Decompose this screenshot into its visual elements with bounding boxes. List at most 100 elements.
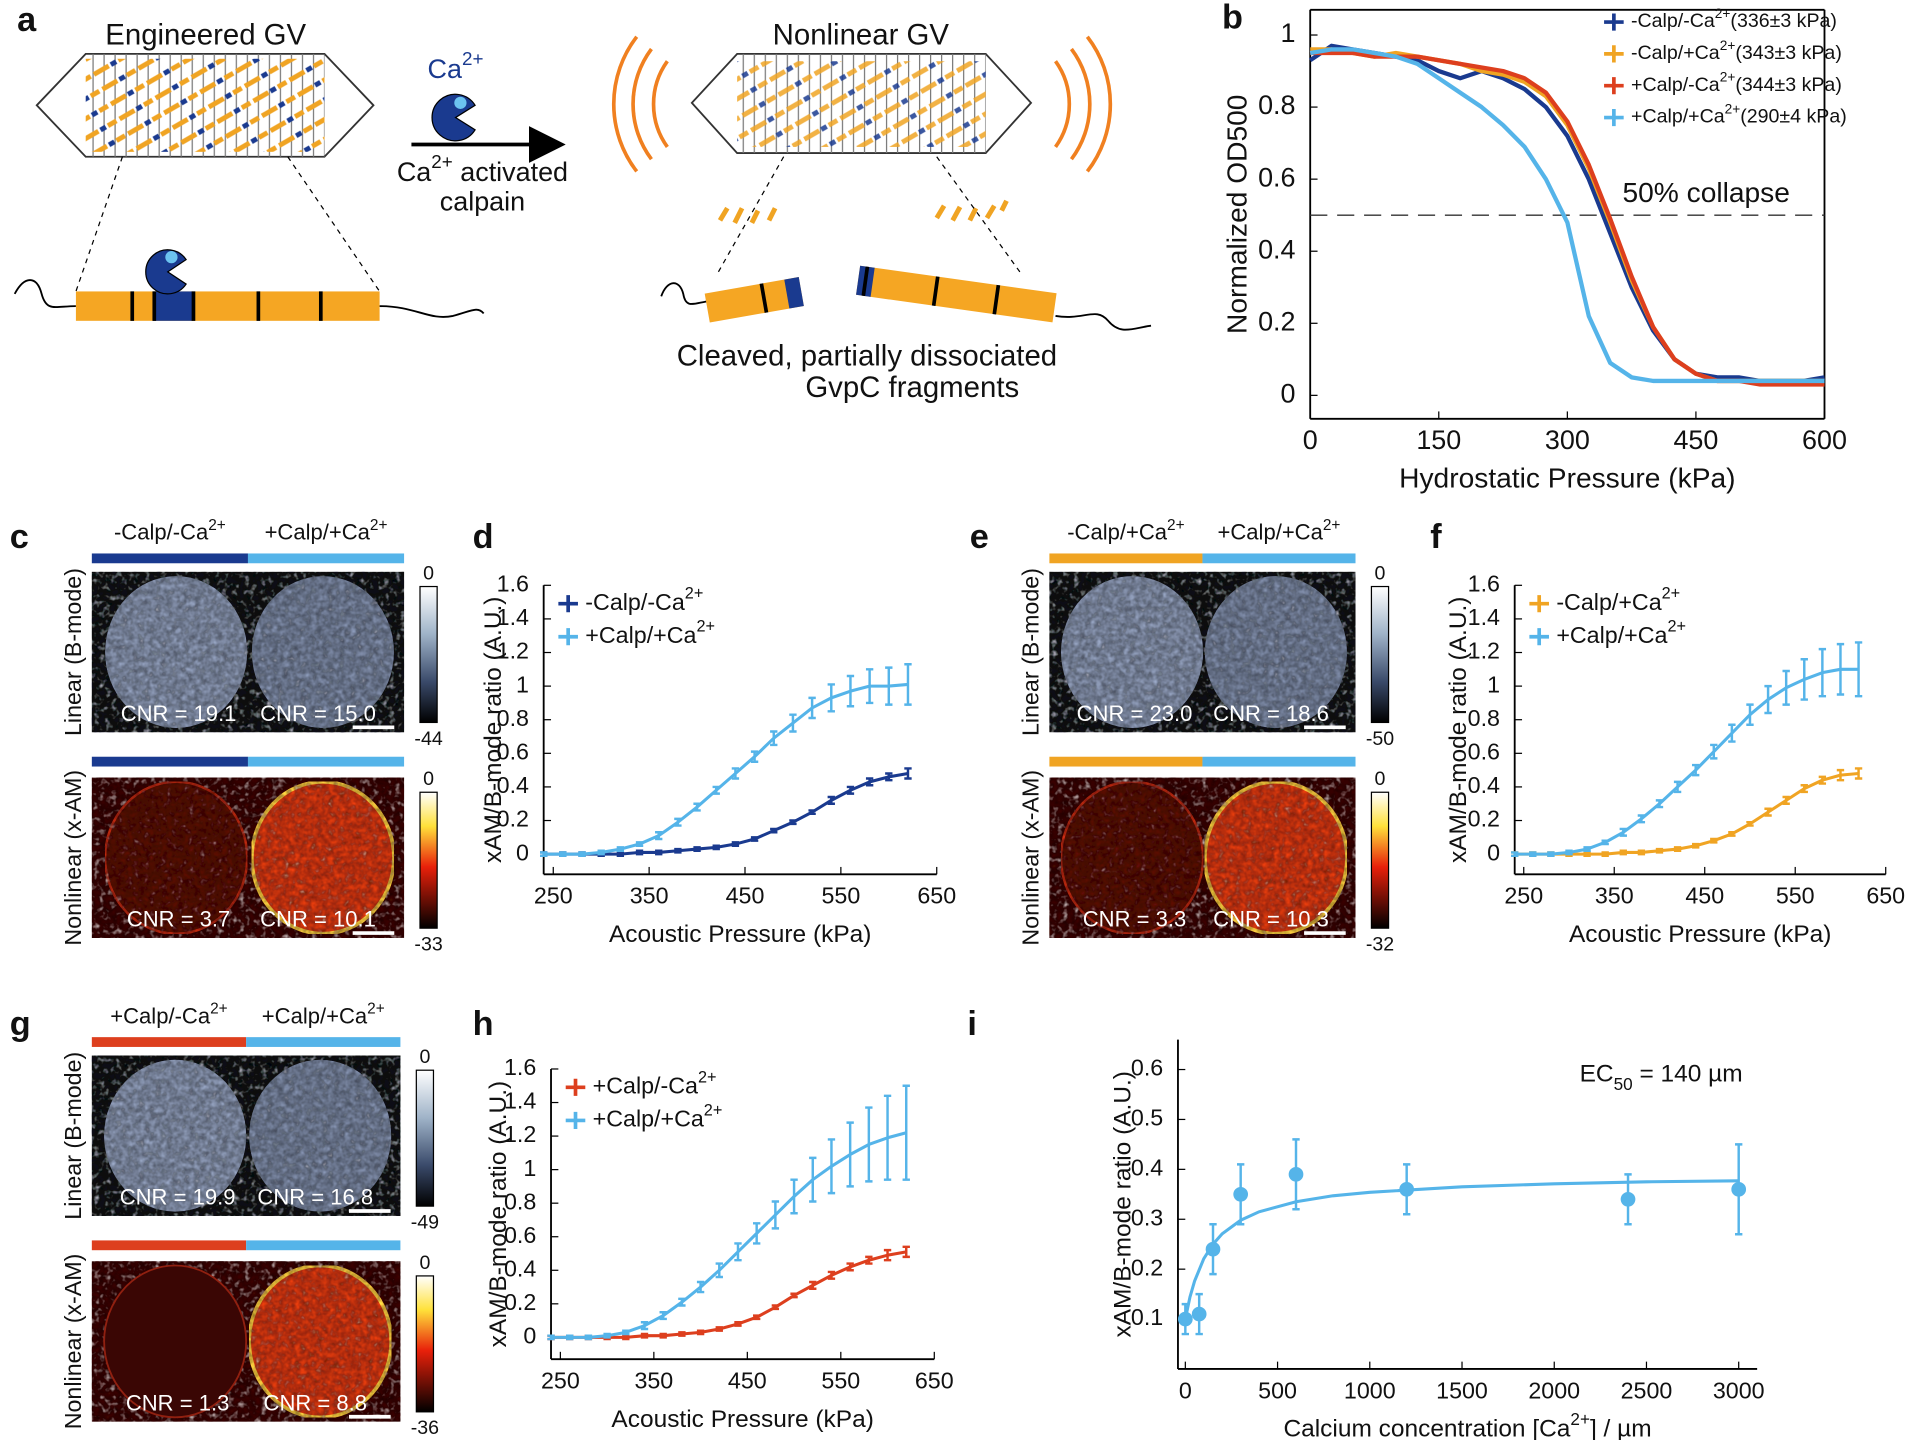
x-tick-label: 500 (1258, 1377, 1297, 1403)
error-bar (1565, 849, 1573, 856)
error-bar (635, 841, 644, 847)
x-tick-label: 650 (915, 1368, 954, 1394)
group-label: -Calp/-Ca2+ (114, 516, 226, 544)
legend-label: +Calp/+Ca2+(290±4 kPa) (1631, 102, 1847, 128)
text-part: 2+ (367, 1000, 385, 1017)
bar-lines (130, 291, 323, 321)
annotation: EC50 = 140 µm (1580, 1061, 1743, 1094)
y-tick-label: 1.4 (497, 604, 529, 630)
x-tick-label: 300 (1545, 425, 1590, 455)
legend-marker (1529, 595, 1549, 613)
error-bar (674, 817, 682, 827)
group-bar (247, 756, 405, 767)
y-tick-label: 1.6 (497, 570, 529, 596)
phantom-well (103, 1264, 248, 1419)
arrow-label: Ca2+ activated (397, 151, 568, 187)
error-bar (808, 696, 816, 720)
chart: 0 150 300 450 600 0 0.2 0.4 0.6 0.8 1 Hydrostatic P… (1222, 6, 1847, 493)
colorbar-label: 0 (1375, 562, 1386, 584)
error-bar (790, 1178, 798, 1215)
error-bar (753, 1314, 761, 1321)
cnr-label: CNR = 16.8 (257, 1185, 373, 1210)
error-bar (578, 851, 586, 858)
x-tick-label: 450 (1673, 425, 1718, 455)
group-bar (246, 1037, 401, 1047)
text-part: 2+ (431, 151, 452, 172)
linker (379, 305, 485, 318)
error-bar (1764, 807, 1772, 817)
error-bar (1854, 767, 1863, 780)
error-bar (655, 831, 663, 841)
cnr-label: CNR = 10.1 (260, 907, 376, 932)
colorbar-label: -49 (411, 1211, 439, 1233)
row-label: Nonlinear (x-AM) (60, 770, 86, 946)
data-point (1233, 1186, 1249, 1202)
y-tick-label: 1 (516, 671, 529, 697)
error-bar (750, 836, 759, 842)
y-tick-label: 0.3 (1131, 1204, 1163, 1230)
x-tick-label: 150 (1416, 425, 1461, 455)
colorbar-label: 0 (419, 1046, 430, 1068)
error-bar (790, 1292, 798, 1299)
colorbar-label: -36 (411, 1417, 439, 1439)
error-bar (1710, 743, 1718, 760)
error-bar (827, 1138, 836, 1195)
zoom-line (936, 156, 1023, 276)
error-bar (659, 1310, 667, 1321)
reference-label: 50% collapse (1622, 177, 1789, 208)
y-tick-label: 0.2 (1258, 306, 1295, 336)
x-tick-label: 450 (726, 883, 765, 909)
error-bar (640, 1321, 649, 1331)
gvpc-bar (75, 291, 380, 321)
error-bar (827, 683, 835, 713)
x-tick-label: 650 (917, 883, 956, 909)
error-bar (1800, 658, 1808, 701)
phantom-well (105, 576, 248, 728)
colorbar (419, 585, 438, 724)
shape (704, 277, 804, 323)
colorbar (415, 1275, 435, 1413)
zoom-line (75, 156, 124, 292)
error-bar (547, 1334, 555, 1341)
error-bar (616, 846, 625, 852)
error-bar (1854, 641, 1863, 698)
error-bar (865, 668, 874, 705)
error-bar (904, 767, 912, 780)
error-bar (808, 809, 816, 816)
error-bar (678, 1297, 686, 1307)
panel-letter: a (17, 1, 37, 39)
calpain (431, 93, 476, 142)
text-part: 2+ (1662, 585, 1681, 603)
diagram-caption: Cleaved, partially dissociated (677, 339, 1057, 372)
colorbar-label: 0 (419, 1252, 430, 1274)
y-tick-label: 0.8 (497, 705, 529, 731)
cnr-label: CNR = 19.9 (120, 1185, 236, 1210)
error-bar (674, 847, 682, 854)
error-bar (616, 851, 625, 858)
error-bar (1655, 799, 1664, 809)
cnr-label: CNR = 8.8 (264, 1390, 367, 1415)
ion-label: Ca2+ (428, 49, 484, 85)
y-tick-label: 0 (516, 839, 529, 865)
y-tick-label: 0.6 (1258, 162, 1295, 192)
text-part: 2+ (208, 516, 226, 533)
error-bar (789, 819, 797, 826)
y-tick-label: 0.5 (1131, 1105, 1163, 1131)
y-tick-label: 0.1 (1131, 1304, 1163, 1330)
row-label: Linear (B-mode) (60, 1052, 86, 1220)
x-tick-label: 450 (728, 1368, 767, 1394)
group-label: +Calp/+Ca2+ (1218, 516, 1341, 544)
error-bar (1710, 837, 1718, 844)
error-bar (846, 674, 855, 708)
error-bar (902, 1084, 910, 1181)
colorbar (415, 1069, 435, 1207)
legend-marker (1604, 45, 1624, 63)
y-tick-label: 1.2 (1468, 638, 1500, 664)
text-part: 2+ (1725, 102, 1741, 117)
error-bar (1673, 846, 1682, 852)
error-bar (1728, 723, 1736, 743)
cnr-label: CNR = 23.0 (1077, 701, 1193, 726)
bar-lines (759, 283, 769, 313)
error-bar (731, 841, 740, 847)
